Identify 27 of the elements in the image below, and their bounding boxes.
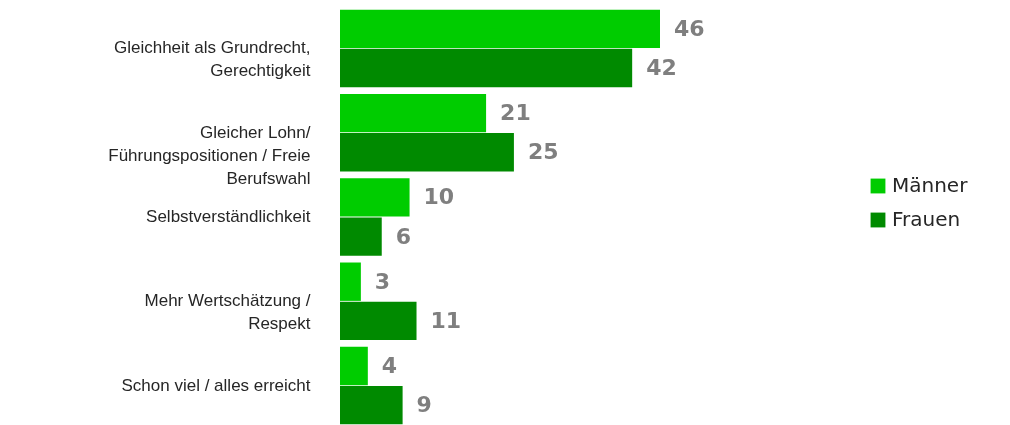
- bar: [340, 48, 633, 88]
- data-label: 11: [430, 307, 462, 333]
- y-tick-label: Gleicher Lohn/ Führungspositionen / Freie Berufswahl: [108, 122, 311, 188]
- y-tick-label: Schon viel / alles erreicht: [121, 375, 311, 395]
- bar: [340, 346, 368, 386]
- bar: [340, 217, 382, 256]
- data-label: 10: [423, 184, 455, 210]
- bar: [340, 133, 514, 172]
- legend-label: Männer: [892, 173, 969, 197]
- data-label: 42: [646, 55, 677, 81]
- data-label: 9: [416, 392, 432, 418]
- bar: [340, 301, 417, 341]
- y-tick-label: Gleichheit als Grundrecht, Gerechtigkeit: [113, 38, 311, 81]
- legend-label: Frauen: [892, 207, 961, 231]
- y-tick-label: Selbstverständlichkeit: [146, 207, 311, 226]
- data-label: 4: [381, 352, 398, 378]
- bar: [340, 93, 487, 133]
- data-label: 21: [500, 100, 531, 126]
- data-label: 6: [395, 223, 412, 249]
- bar: [340, 385, 403, 425]
- data-label: 3: [374, 268, 391, 294]
- bar: [340, 262, 361, 301]
- y-tick-label: Mehr Wertschätzung / Respekt: [144, 291, 311, 334]
- bar: [340, 178, 410, 217]
- bar: [340, 9, 660, 49]
- data-label: 25: [527, 139, 559, 165]
- data-label: 46: [674, 15, 705, 41]
